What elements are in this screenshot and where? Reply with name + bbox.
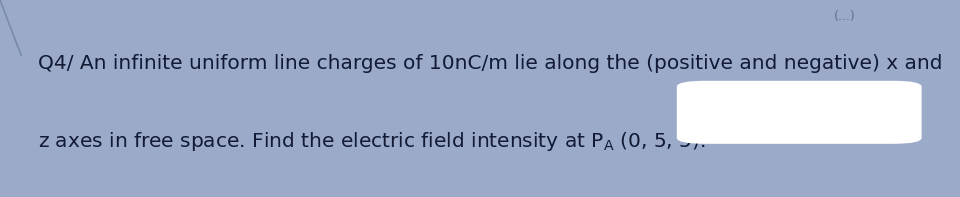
Text: (...): (...) — [834, 10, 855, 23]
Text: z axes in free space. Find the electric field intensity at P$_\mathrm{A}$ (0, 5,: z axes in free space. Find the electric … — [38, 130, 706, 153]
FancyBboxPatch shape — [677, 81, 922, 144]
Text: Q4/ An infinite uniform line charges of 10nC/m lie along the (positive and negat: Q4/ An infinite uniform line charges of … — [38, 54, 943, 72]
